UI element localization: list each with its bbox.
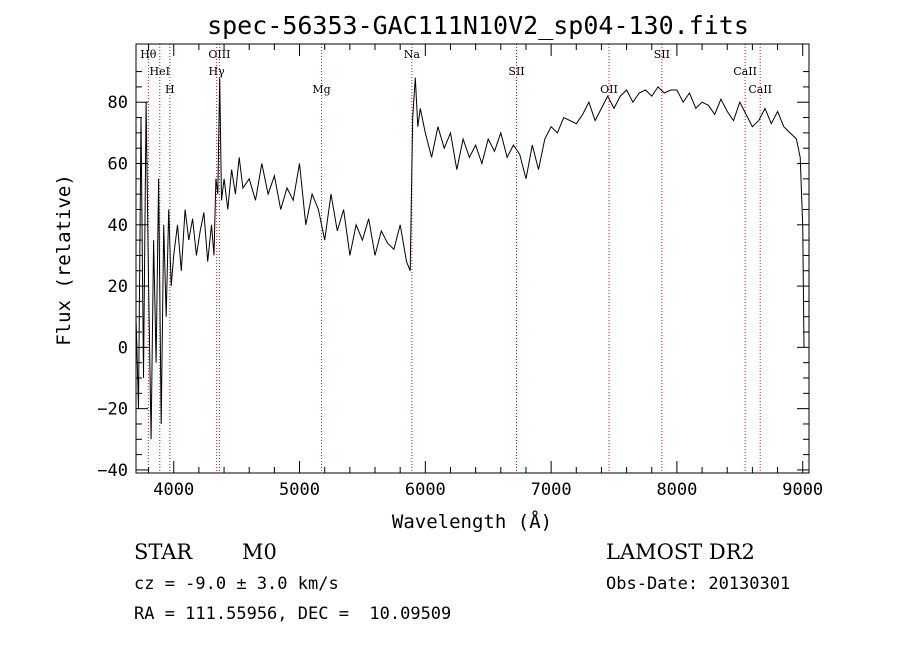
spectrum-line xyxy=(135,77,805,440)
redshift-text: cz = -9.0 ± 3.0 km/s xyxy=(134,574,339,594)
spectral-line-label: H xyxy=(165,83,175,96)
spectral-line-label: Na xyxy=(404,48,421,61)
spectral-line-label: Hγ xyxy=(209,65,226,78)
y-axis-label: Flux (relative) xyxy=(53,174,75,346)
x-axis-label: Wavelength (Å) xyxy=(392,510,552,533)
spectral-line-label: HeI xyxy=(150,65,170,78)
axis-ticks: 4000 5000 6000 7000 8000 9000 −40 −20 0 20 40 60 80 xyxy=(97,44,823,500)
spectral-line-label: SII xyxy=(654,48,670,61)
spectrum-chart: spec-56353-GAC111N10V2_sp04-130.fits HθH… xyxy=(53,11,823,533)
survey-name: LAMOST DR2 xyxy=(606,540,755,564)
y-tick-label: 60 xyxy=(108,155,128,175)
spectral-line-label: Hθ xyxy=(140,48,157,61)
x-tick-label: 4000 xyxy=(153,480,194,500)
spectral-line-label: OIII xyxy=(208,48,230,61)
spectral-line-label: CaII xyxy=(748,83,772,96)
x-tick-label: 8000 xyxy=(656,480,697,500)
spectral-line-markers: Hθ HeI H OIII Hγ Mg Na SII OII SII CaII CaII xyxy=(140,44,772,473)
object-class: STAR xyxy=(134,540,193,564)
chart-title: spec-56353-GAC111N10V2_sp04-130.fits xyxy=(207,11,749,40)
y-tick-label: 20 xyxy=(108,277,128,297)
x-tick-label: 5000 xyxy=(279,480,320,500)
y-tick-label: −40 xyxy=(97,461,128,481)
spectral-line-label: Mg xyxy=(312,83,330,96)
y-tick-label: 80 xyxy=(108,93,128,113)
x-tick-label: 6000 xyxy=(405,480,446,500)
object-subclass: M0 xyxy=(242,540,277,564)
y-tick-label: 40 xyxy=(108,216,128,236)
spectral-line-label: OII xyxy=(600,83,618,96)
spectral-line-label: SII xyxy=(508,65,524,78)
y-tick-label: −20 xyxy=(97,400,128,420)
plot-frame xyxy=(135,43,810,474)
observation-date: Obs-Date: 20130301 xyxy=(606,574,791,594)
x-tick-label: 7000 xyxy=(531,480,572,500)
coordinates-text: RA = 111.55956, DEC = 10.09509 xyxy=(134,604,452,624)
y-tick-label: 0 xyxy=(118,338,128,358)
spectral-line-label: CaII xyxy=(733,65,757,78)
x-tick-label: 9000 xyxy=(782,480,823,500)
